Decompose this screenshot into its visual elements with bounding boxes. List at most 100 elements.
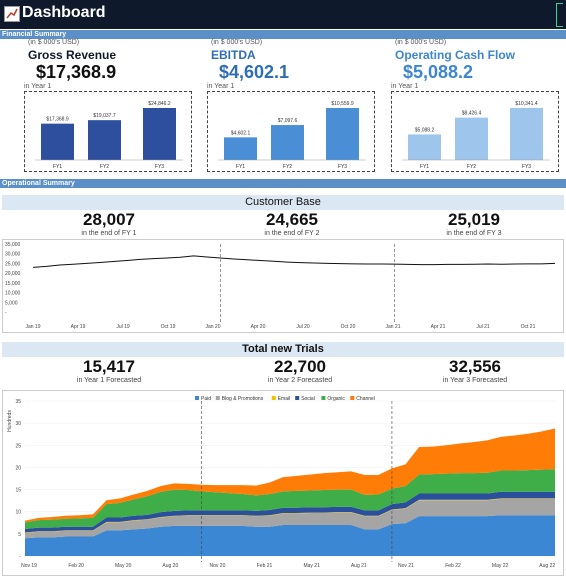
area-channel bbox=[25, 428, 555, 523]
area-social bbox=[25, 491, 555, 533]
x-tick-label: Jan 19 bbox=[25, 324, 40, 330]
bar-fy2 bbox=[88, 120, 121, 160]
bar-label: $24,846.2 bbox=[148, 101, 170, 107]
bar-fy1 bbox=[41, 123, 74, 160]
category-label: FY2 bbox=[467, 164, 476, 170]
y-tick-label: 20,000 bbox=[5, 271, 21, 277]
y-tick-label: 35 bbox=[15, 399, 21, 405]
legend-swatch bbox=[195, 396, 199, 400]
customer-stat-fy3: 25,019 in the end of FY 3 bbox=[404, 211, 544, 238]
x-tick-label: May 22 bbox=[492, 563, 509, 569]
stat-value: 15,417 bbox=[83, 357, 135, 376]
bar-fy1 bbox=[224, 137, 257, 160]
bar-fy1 bbox=[408, 134, 441, 160]
bar-label: $17,368.9 bbox=[46, 117, 68, 123]
y-tick-label: 15,000 bbox=[5, 281, 21, 287]
area-paid bbox=[25, 515, 555, 556]
stat-label: in Year 1 Forecasted bbox=[76, 377, 142, 384]
title-bar: Dashboard bbox=[0, 0, 566, 29]
gross-revenue-chart: $17,368.9 FY1 $19,037.7 FY2 $24,846.2 FY3 bbox=[24, 91, 192, 172]
stat-value: 28,007 bbox=[83, 210, 135, 229]
chart-icon bbox=[4, 6, 20, 22]
trials-title-text: Total new Trials bbox=[242, 343, 324, 355]
customer-base-chart: - 5,000 10,000 15,000 20,000 25,000 30,000 35,0… bbox=[2, 239, 564, 333]
stat-label: in the end of FY 2 bbox=[264, 230, 320, 237]
x-tick-label: Jul 19 bbox=[116, 324, 130, 330]
y-tick-label: - bbox=[19, 554, 21, 560]
y-tick-label: 20 bbox=[15, 465, 21, 471]
bar-label: $19,037.7 bbox=[93, 113, 115, 119]
x-tick-label: Jul 20 bbox=[296, 324, 310, 330]
card-name: EBITDA bbox=[211, 48, 256, 62]
card-value: $4,602.1 bbox=[219, 62, 290, 82]
bar-label: $8,426.4 bbox=[462, 111, 482, 117]
y-tick-label: 30 bbox=[15, 421, 21, 427]
y-tick-label: 5 bbox=[18, 532, 21, 538]
y-tick-label: 35,000 bbox=[5, 242, 21, 248]
category-label: FY3 bbox=[522, 164, 531, 170]
x-tick-label: Aug 20 bbox=[162, 563, 178, 569]
legend-entry: Email bbox=[278, 396, 291, 402]
x-tick-label: Apr 21 bbox=[431, 324, 446, 330]
bar-label: $4,602.1 bbox=[231, 130, 251, 136]
page-title: Dashboard bbox=[22, 4, 106, 21]
y-tick-label: 25,000 bbox=[5, 261, 21, 267]
trials-stat-y1: 15,417 in Year 1 Forecasted bbox=[39, 358, 179, 385]
category-label: FY1 bbox=[53, 164, 62, 170]
customer-stat-fy1: 28,007 in the end of FY 1 bbox=[39, 211, 179, 238]
category-label: FY3 bbox=[338, 164, 347, 170]
y-tick-label: - bbox=[5, 310, 7, 316]
window-edge bbox=[556, 3, 563, 27]
customer-base-title: Customer Base bbox=[2, 195, 564, 210]
legend-swatch bbox=[215, 396, 220, 400]
category-label: FY1 bbox=[420, 164, 429, 170]
operating-cash-flow-chart: $5,088.2 FY1 $8,426.4 FY2 $10,341.4 FY3 bbox=[391, 91, 559, 172]
stat-label: in Year 3 Forecasted bbox=[442, 377, 508, 384]
stat-label: in Year 2 Forecasted bbox=[267, 377, 333, 384]
units-label: (in $ 000's USD) bbox=[395, 39, 447, 46]
y-tick-label: 10 bbox=[15, 510, 21, 516]
x-tick-label: Jan 20 bbox=[205, 324, 220, 330]
y-axis-label: Hundreds bbox=[7, 410, 13, 432]
card-name: Gross Revenue bbox=[28, 48, 117, 62]
x-tick-label: Nov 20 bbox=[210, 563, 226, 569]
stat-value: 32,556 bbox=[449, 357, 501, 376]
legend-swatch bbox=[350, 396, 355, 400]
x-tick-label: Oct 19 bbox=[161, 324, 176, 330]
x-tick-label: Feb 21 bbox=[257, 563, 273, 569]
units-label: (in $ 000's USD) bbox=[28, 39, 80, 46]
x-tick-label: Aug 21 bbox=[351, 563, 367, 569]
units-label: (in $ 000's USD) bbox=[211, 39, 263, 46]
category-label: FY2 bbox=[283, 164, 292, 170]
card-sub: in Year 1 bbox=[24, 83, 52, 90]
legend-swatch bbox=[321, 396, 326, 400]
ebitda-chart: $4,602.1 FY1 $7,097.6 FY2 $10,559.9 FY3 bbox=[207, 91, 375, 172]
bar-fy3 bbox=[510, 108, 543, 160]
area-blog-promotions bbox=[25, 498, 555, 539]
x-tick-label: Jan 21 bbox=[385, 324, 400, 330]
category-label: FY2 bbox=[100, 164, 109, 170]
legend-entry: Organic bbox=[327, 396, 345, 402]
stat-value: 25,019 bbox=[448, 210, 500, 229]
bar-fy2 bbox=[455, 117, 488, 160]
legend-entry: Social bbox=[301, 396, 315, 402]
x-tick-label: May 20 bbox=[115, 563, 132, 569]
card-name: Operating Cash Flow bbox=[395, 48, 516, 62]
y-tick-label: 5,000 bbox=[5, 300, 18, 306]
card-sub: in Year 1 bbox=[207, 83, 235, 90]
x-tick-label: Feb 22 bbox=[445, 563, 461, 569]
trials-stat-y3: 32,556 in Year 3 Forecasted bbox=[405, 358, 545, 385]
y-tick-label: 15 bbox=[15, 488, 21, 494]
bar-fy3 bbox=[143, 108, 176, 160]
stat-value: 22,700 bbox=[274, 357, 326, 376]
legend-swatch bbox=[295, 396, 300, 400]
legend-entry: Blog & Promotions bbox=[222, 396, 264, 402]
y-tick-label: 10,000 bbox=[5, 291, 21, 297]
stat-value: 24,665 bbox=[266, 210, 318, 229]
x-tick-label: Feb 20 bbox=[68, 563, 84, 569]
bar-fy2 bbox=[271, 125, 304, 160]
x-tick-label: May 21 bbox=[303, 563, 320, 569]
operational-summary-bar: Operational Summary bbox=[0, 179, 566, 188]
legend-entry: Paid bbox=[201, 396, 211, 402]
bar-fy3 bbox=[326, 108, 359, 160]
